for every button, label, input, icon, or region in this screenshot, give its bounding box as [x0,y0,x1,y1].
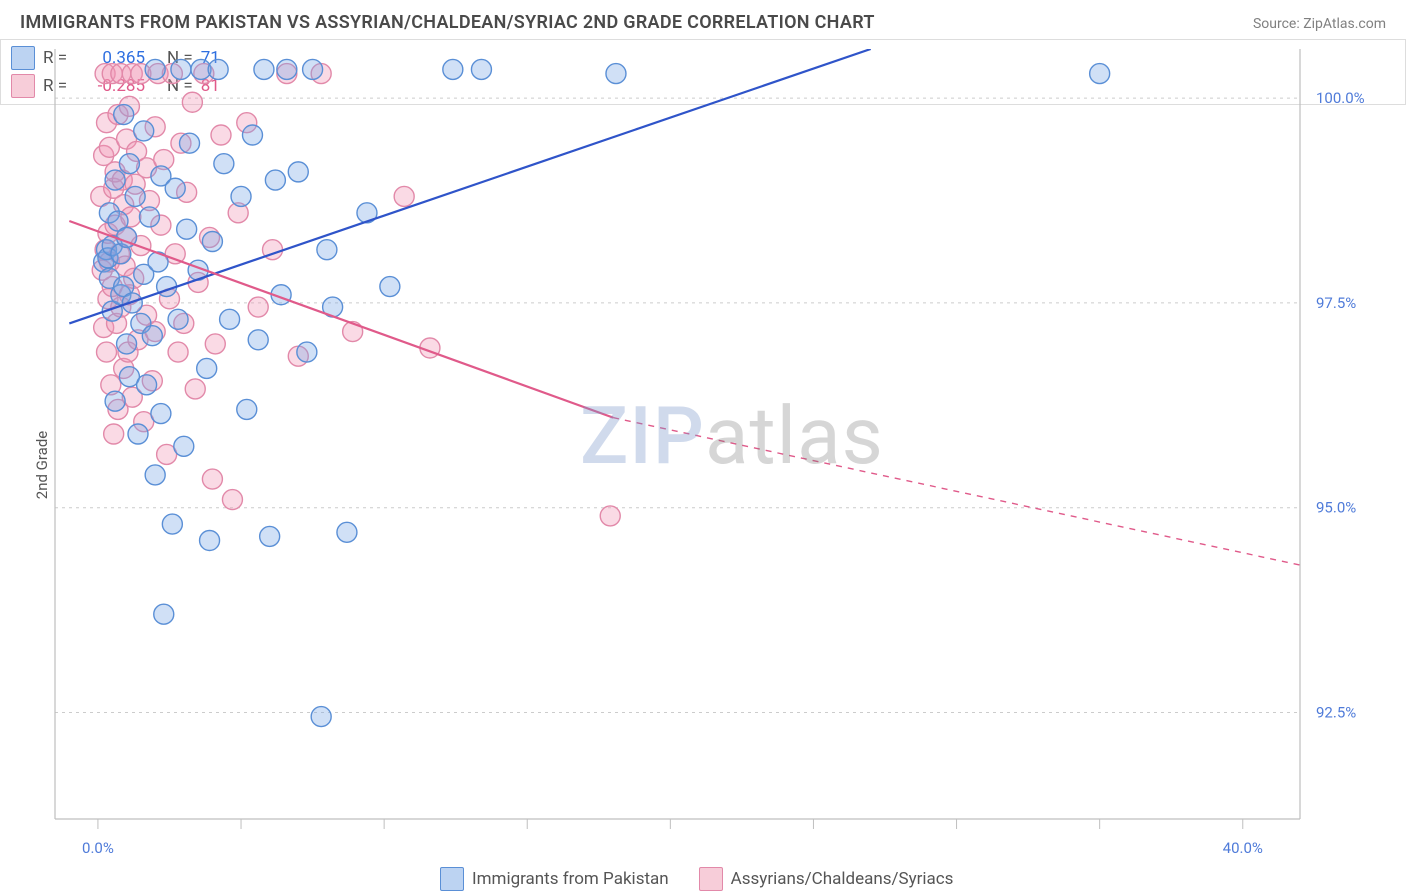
data-point [145,465,165,485]
data-point [165,178,185,198]
data-point [205,334,225,354]
data-point [145,59,165,79]
data-point [277,59,297,79]
x-tick-label: 0.0% [82,839,114,857]
data-point [171,59,191,79]
y-tick-label: 97.5% [1316,294,1356,312]
data-point [114,105,134,125]
y-tick-label: 95.0% [1316,499,1356,517]
data-point [137,375,157,395]
series-legend-item: Assyrians/Chaldeans/Syriacs [699,867,954,891]
data-point [288,162,308,182]
data-point [180,133,200,153]
series-legend-item: Immigrants from Pakistan [440,867,669,891]
data-point [606,64,626,84]
data-point [317,240,337,260]
data-point [265,170,285,190]
data-point [211,125,231,145]
y-tick-label: 100.0% [1316,89,1365,107]
chart-title: IMMIGRANTS FROM PAKISTAN VS ASSYRIAN/CHA… [20,12,875,33]
data-point [182,92,202,112]
data-point [151,404,171,424]
series-name: Assyrians/Chaldeans/Syriacs [731,869,954,889]
data-point [237,399,257,419]
data-point [303,59,323,79]
data-point [260,526,280,546]
series-name: Immigrants from Pakistan [472,869,669,889]
data-point [197,358,217,378]
data-point [168,342,188,362]
data-point [142,326,162,346]
data-point [471,59,491,79]
data-point [174,436,194,456]
data-point [311,707,331,727]
data-point [231,186,251,206]
data-point [154,604,174,624]
data-point [105,170,125,190]
data-point [202,232,222,252]
data-point [214,154,234,174]
data-point [380,277,400,297]
trend-line-extrapolated [613,418,1300,565]
legend-swatch [699,867,723,891]
data-point [202,469,222,489]
scatter-plot-svg: 92.5% 95.0% 97.5% 100.0% 0.0% 40.0% [0,39,1406,891]
data-point [248,330,268,350]
data-point [242,125,262,145]
data-point [200,530,220,550]
data-point [162,514,182,534]
data-point [125,186,145,206]
data-point [168,309,188,329]
data-point [117,334,137,354]
data-point [128,424,148,444]
data-point [97,342,117,362]
data-point [139,207,159,227]
data-point [177,219,197,239]
data-point [297,342,317,362]
legend-swatch [440,867,464,891]
data-point [248,297,268,317]
data-point [185,379,205,399]
series-0 [94,59,1110,726]
chart-area: 2nd Grade 92.5%95.0%97.5%100.0%0.0%40.0%… [0,39,1406,891]
y-tick-label: 92.5% [1316,704,1356,722]
data-point [222,490,242,510]
x-tick-label: 40.0% [1223,839,1263,857]
data-point [220,309,240,329]
data-point [443,59,463,79]
data-point [394,186,414,206]
data-point [254,59,274,79]
data-point [600,506,620,526]
source-attribution: Source: ZipAtlas.com [1253,16,1386,32]
data-point [208,59,228,79]
data-point [134,121,154,141]
data-point [119,154,139,174]
data-point [1090,64,1110,84]
data-point [104,424,124,444]
data-point [105,391,125,411]
series-legend: Immigrants from Pakistan Assyrians/Chalde… [440,867,953,891]
data-point [337,522,357,542]
